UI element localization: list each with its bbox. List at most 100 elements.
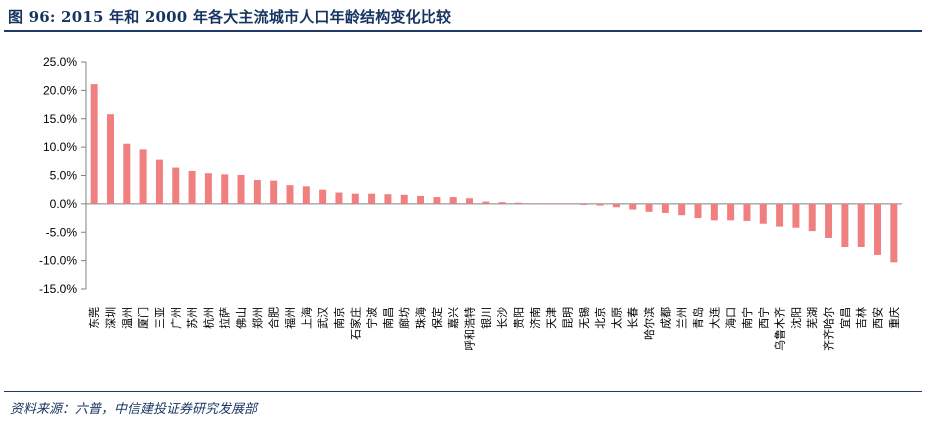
x-tick-label: 贵阳 — [512, 307, 525, 329]
bar-芜湖 — [808, 203, 816, 232]
bar-西安 — [874, 203, 882, 255]
x-tick-label: 广州 — [170, 307, 183, 329]
bar-贵阳 — [514, 202, 522, 204]
bar-苏州 — [188, 170, 196, 204]
bar-宁波 — [368, 193, 376, 204]
x-tick-label: 吉林 — [854, 307, 868, 329]
source-note: 资料来源：六普，中信建投证券研究发展部 — [10, 402, 258, 417]
x-tick-label: 呼和浩特 — [463, 307, 477, 351]
x-tick-label: 厦门 — [136, 307, 150, 329]
bar-南京 — [335, 192, 343, 204]
bar-南昌 — [384, 194, 392, 204]
x-tick-label: 武汉 — [317, 307, 330, 329]
bar-长沙 — [498, 202, 506, 204]
x-tick-label: 青岛 — [691, 307, 705, 329]
x-tick-label: 佛山 — [235, 307, 248, 329]
y-tick-label: 25.0% — [43, 55, 77, 69]
bar-宜昌 — [841, 203, 849, 248]
bars — [90, 84, 898, 263]
footer-divider — [4, 391, 922, 392]
x-tick-label: 杭州 — [201, 307, 215, 329]
x-tick-label: 哈尔滨 — [642, 307, 656, 340]
x-tick-label: 长沙 — [496, 307, 509, 329]
x-tick-label: 西安 — [871, 307, 885, 329]
bar-呼和浩特 — [466, 198, 474, 204]
y-tick-label: 15.0% — [43, 112, 77, 126]
x-tick-label: 南京 — [332, 307, 346, 329]
y-tick-label: 10.0% — [43, 140, 77, 154]
y-tick-label: -10.0% — [39, 254, 77, 268]
bar-廊坊 — [400, 194, 408, 204]
x-tick-label: 芜湖 — [805, 307, 819, 329]
x-tick-label: 济南 — [528, 307, 542, 329]
y-tick-label: 5.0% — [50, 169, 78, 183]
x-tick-label: 深圳 — [104, 307, 117, 329]
x-tick-label: 拉萨 — [218, 307, 232, 329]
x-tick-label: 郑州 — [250, 307, 264, 329]
x-tick-label: 三亚 — [153, 307, 166, 329]
x-tick-label: 上海 — [299, 307, 313, 329]
x-tick-label: 大连 — [707, 307, 721, 329]
bar-成都 — [661, 203, 669, 213]
bar-深圳 — [106, 114, 114, 204]
bar-青岛 — [694, 203, 702, 219]
bar-重庆 — [890, 203, 898, 263]
bar-嘉兴 — [449, 197, 457, 204]
x-tick-label: 重庆 — [887, 307, 901, 329]
x-tick-label: 西宁 — [756, 307, 770, 329]
bar-昆明 — [563, 203, 571, 205]
bar-拉萨 — [221, 174, 229, 204]
x-tick-label: 南昌 — [382, 307, 395, 329]
bar-齐齐哈尔 — [825, 203, 833, 238]
bar-兰州 — [678, 203, 686, 216]
bar-沈阳 — [792, 203, 800, 228]
bar-无锡 — [580, 203, 588, 206]
bar-杭州 — [204, 173, 212, 204]
figure-title: 图 96: 2015 年和 2000 年各大主流城市人口年龄结构变化比较 — [8, 8, 452, 26]
x-tick-label: 太原 — [610, 307, 623, 329]
bar-三亚 — [155, 159, 163, 204]
x-tick-label: 珠海 — [414, 307, 428, 329]
x-tick-label: 昆明 — [561, 307, 574, 329]
bar-吉林 — [857, 203, 865, 248]
bar-郑州 — [253, 180, 261, 204]
bar-天津 — [547, 203, 555, 205]
x-tick-label: 兰州 — [676, 307, 689, 329]
x-tick-label: 保定 — [430, 307, 444, 329]
x-tick-label: 合肥 — [267, 307, 281, 329]
bar-哈尔滨 — [645, 203, 653, 212]
bar-chart: 25.0% 20.0% 15.0% 10.0% 5.0% 0.0% -5.0% -10.0% -… — [39, 55, 902, 351]
bar-合肥 — [270, 180, 278, 204]
bar-珠海 — [417, 195, 425, 204]
bar-乌鲁木齐 — [776, 203, 784, 227]
bar-武汉 — [319, 189, 327, 204]
bar-佛山 — [237, 174, 245, 204]
x-tick-label: 石家庄 — [348, 307, 362, 340]
bar-海口 — [727, 203, 735, 221]
bar-太原 — [612, 203, 620, 208]
bar-南宁 — [743, 203, 751, 221]
x-tick-label: 银川 — [479, 307, 493, 329]
bar-西宁 — [759, 203, 767, 224]
x-tick-label: 宜昌 — [838, 307, 852, 329]
x-tick-label: 嘉兴 — [446, 307, 460, 329]
x-axis-labels: 东莞 深圳 温州 厦门 三亚 广州 苏州 杭州 拉萨 佛山 郑州 合肥 福州 上海 武汉 南京 石家庄 宁波 南昌廊… — [88, 307, 901, 351]
bar-上海 — [302, 186, 310, 204]
x-tick-label: 成都 — [659, 307, 672, 329]
bar-福州 — [286, 185, 294, 204]
x-tick-label: 东莞 — [88, 307, 101, 329]
bar-保定 — [433, 197, 441, 204]
y-tick-label: -5.0% — [46, 225, 78, 239]
x-tick-label: 福州 — [283, 307, 297, 329]
x-tick-label: 天津 — [545, 307, 558, 329]
bar-北京 — [596, 203, 604, 206]
x-tick-label: 温州 — [121, 307, 134, 329]
bar-石家庄 — [351, 193, 359, 204]
bar-大连 — [710, 203, 718, 221]
x-tick-label: 沈阳 — [789, 307, 803, 329]
y-tick-label: 0.0% — [50, 197, 78, 211]
y-tick-label: 20.0% — [43, 83, 77, 97]
x-tick-label: 宁波 — [365, 307, 379, 329]
bar-厦门 — [139, 149, 147, 204]
x-tick-label: 北京 — [593, 307, 607, 329]
